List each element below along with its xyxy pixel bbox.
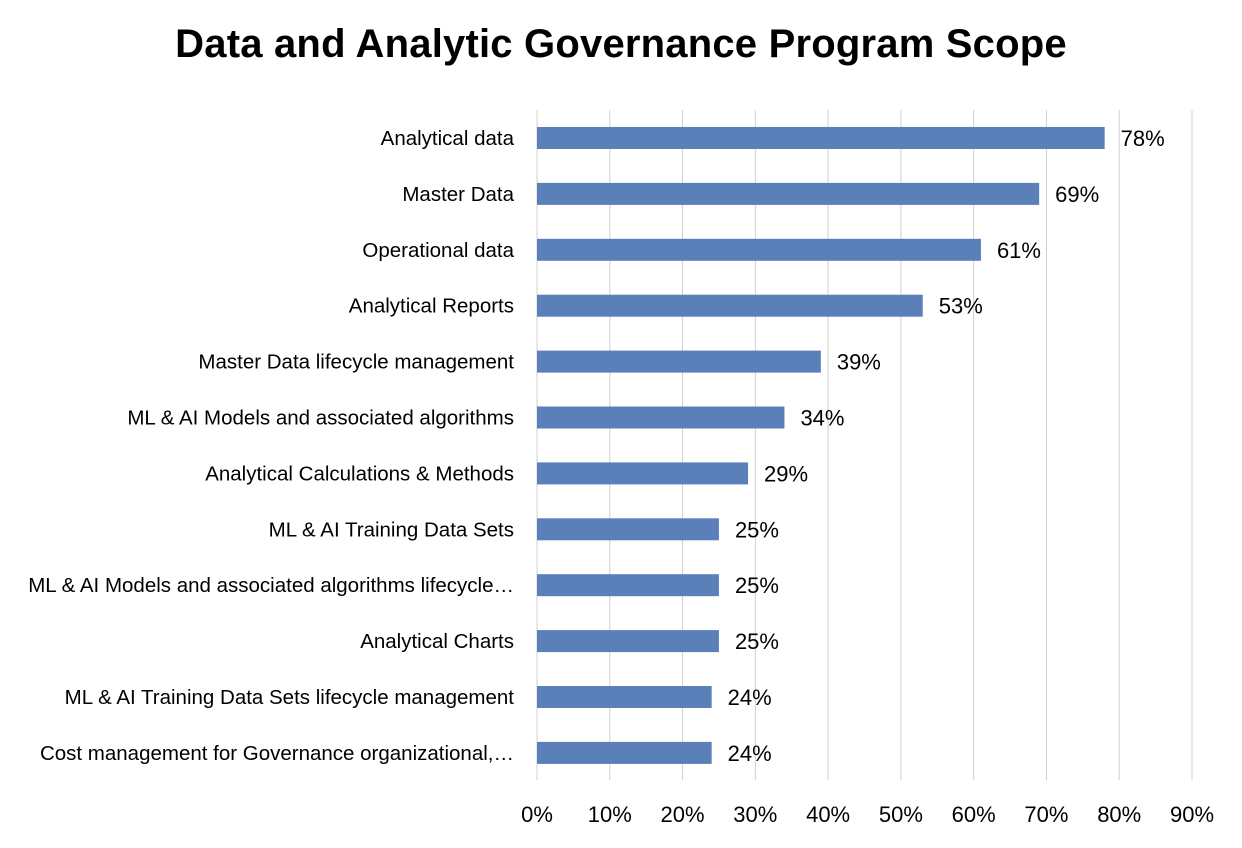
category-label: Operational data <box>362 239 514 262</box>
category-label: Master Data lifecycle management <box>198 351 514 374</box>
bar <box>537 127 1105 149</box>
data-label: 25% <box>735 517 779 542</box>
category-label: ML & AI Models and associated algorithms… <box>28 574 514 597</box>
x-tick-label: 0% <box>521 802 553 827</box>
bar <box>537 686 712 708</box>
x-tick-label: 60% <box>952 802 996 827</box>
x-tick-label: 50% <box>879 802 923 827</box>
data-label: 29% <box>764 461 808 486</box>
data-label: 61% <box>997 238 1041 263</box>
x-tick-label: 20% <box>661 802 705 827</box>
category-label: Master Data <box>402 183 514 206</box>
bar <box>537 350 821 373</box>
data-label: 24% <box>728 741 772 766</box>
chart-title: Data and Analytic Governance Program Sco… <box>175 22 1067 66</box>
category-label: Analytical Reports <box>349 295 514 318</box>
category-label: Analytical Charts <box>360 630 514 653</box>
x-tick-label: 80% <box>1097 802 1141 827</box>
bar <box>537 462 749 485</box>
x-tick-label: 70% <box>1024 802 1068 827</box>
gridlines <box>536 110 1193 780</box>
bar <box>537 741 712 764</box>
category-label: ML & AI Training Data Sets <box>269 518 514 541</box>
bar <box>537 294 923 317</box>
bar <box>537 518 719 541</box>
data-label: 25% <box>735 573 779 598</box>
category-label: Cost management for Governance organizat… <box>40 742 514 765</box>
category-label: Analytical data <box>381 127 515 150</box>
bar <box>537 574 719 597</box>
x-tick-label: 10% <box>588 802 632 827</box>
category-label: Analytical Calculations & Methods <box>205 462 514 485</box>
data-label: 25% <box>735 629 779 654</box>
data-label: 39% <box>837 350 881 375</box>
x-tick-label: 90% <box>1170 802 1214 827</box>
category-label: ML & AI Training Data Sets lifecycle man… <box>65 686 515 709</box>
data-label: 34% <box>800 406 844 431</box>
data-label: 69% <box>1055 182 1099 207</box>
data-label: 78% <box>1121 126 1165 151</box>
bar <box>537 630 719 653</box>
bars <box>537 127 1105 764</box>
bar <box>537 406 785 429</box>
bar <box>537 238 981 261</box>
bar <box>537 182 1040 205</box>
category-label: ML & AI Models and associated algorithms <box>127 407 514 430</box>
data-label: 24% <box>728 685 772 710</box>
x-tick-label: 30% <box>733 802 777 827</box>
data-label: 53% <box>939 294 983 319</box>
labels: 0% 10% 20% 30% 40% 50% 60% 70% 80% 90% Analytical … <box>28 126 1214 827</box>
x-tick-label: 40% <box>806 802 850 827</box>
